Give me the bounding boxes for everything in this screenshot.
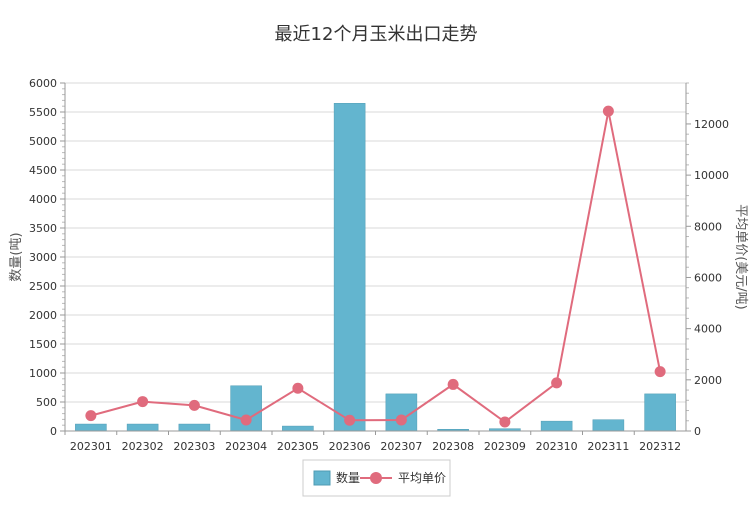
y2-tick-label: 2000 — [694, 374, 722, 387]
y-tick-label: 4500 — [29, 164, 57, 177]
legend-line-marker — [370, 472, 382, 484]
price-point — [344, 414, 356, 426]
price-point — [188, 399, 200, 411]
y2-axis-label: 平均单价(美元/吨) — [733, 204, 748, 310]
x-tick-label: 202301 — [70, 440, 112, 453]
price-point — [292, 382, 304, 394]
bar — [282, 425, 314, 432]
gridlines — [65, 82, 686, 432]
x-tick-label: 202308 — [432, 440, 474, 453]
legend-line-label: 平均单价 — [398, 471, 446, 485]
y-tick-label: 2000 — [29, 309, 57, 322]
legend-bar-swatch — [313, 470, 331, 486]
price-point — [499, 416, 511, 428]
price-point — [654, 366, 666, 378]
x-tick-label: 202307 — [380, 440, 422, 453]
y-axis-label: 数量(吨) — [9, 232, 24, 281]
price-line — [90, 110, 662, 424]
x-tick-label: 202305 — [277, 440, 319, 453]
tick-labels: 0 500 1000 1500 2000 2500 3000 3500 4000 4500 5000… — [29, 77, 729, 453]
y-tick-label: 0 — [50, 425, 57, 438]
x-tick-label: 202312 — [639, 440, 681, 453]
price-point — [551, 377, 563, 389]
bar — [644, 393, 676, 432]
y-tick-label: 1500 — [29, 338, 57, 351]
legend-bar-label: 数量 — [336, 470, 360, 485]
bar-series — [75, 103, 676, 432]
y-tick-label: 5500 — [29, 106, 57, 119]
bar — [592, 419, 625, 432]
y-tick-label: 3500 — [29, 222, 57, 235]
price-point — [602, 105, 614, 117]
x-tick-label: 202303 — [173, 440, 215, 453]
price-point — [137, 396, 149, 408]
x-tick-label: 202309 — [484, 440, 526, 453]
line-series — [85, 105, 666, 428]
bar — [126, 423, 159, 432]
y-tick-label: 2500 — [29, 280, 57, 293]
y-tick-label: 6000 — [29, 77, 57, 90]
y-tick-label: 500 — [36, 396, 57, 409]
y-tick-label: 4000 — [29, 193, 57, 206]
legend: 数量 平均单价 — [302, 459, 451, 497]
x-tick-label: 202310 — [536, 440, 578, 453]
y-tick-label: 3000 — [29, 251, 57, 264]
chart-title: 最近12个月玉米出口走势 — [275, 24, 478, 45]
bar — [75, 423, 107, 432]
y2-tick-label: 4000 — [694, 323, 722, 336]
price-point — [447, 378, 459, 390]
y2-tick-label: 12000 — [694, 118, 729, 131]
axes — [60, 82, 691, 435]
y-tick-label: 5000 — [29, 135, 57, 148]
bar — [540, 420, 573, 432]
x-tick-label: 202306 — [329, 440, 371, 453]
y-tick-label: 1000 — [29, 367, 57, 380]
y2-tick-label: 0 — [694, 425, 701, 438]
y2-tick-label: 8000 — [694, 220, 722, 233]
price-point — [85, 410, 97, 422]
bar — [333, 103, 366, 432]
price-point — [240, 414, 252, 426]
x-tick-label: 202302 — [122, 440, 164, 453]
x-tick-label: 202304 — [225, 440, 267, 453]
x-tick-label: 202311 — [587, 440, 629, 453]
y2-tick-label: 6000 — [694, 271, 722, 284]
y2-tick-label: 10000 — [694, 169, 729, 182]
bar — [178, 423, 211, 432]
price-point — [395, 414, 407, 426]
